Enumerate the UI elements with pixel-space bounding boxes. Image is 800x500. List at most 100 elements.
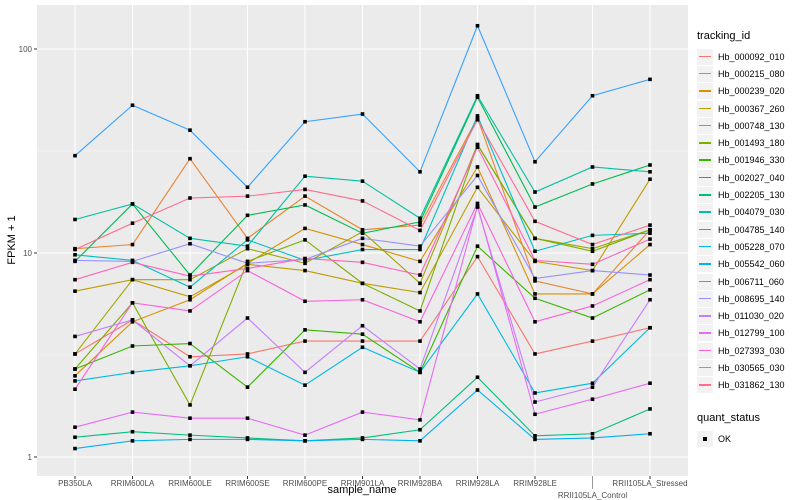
- data-point: [418, 220, 422, 224]
- data-point: [188, 274, 192, 278]
- data-point: [73, 252, 77, 257]
- line-key-icon: [697, 48, 713, 65]
- data-point: [418, 281, 422, 286]
- data-point: [360, 281, 365, 286]
- line-key-icon: [697, 273, 713, 290]
- data-point: [130, 221, 135, 225]
- data-point: [533, 400, 537, 404]
- line-key-icon: [697, 152, 713, 169]
- data-point: [73, 247, 77, 252]
- legend-item-ok: OK: [697, 430, 785, 447]
- data-point: [533, 319, 537, 324]
- data-point: [245, 244, 250, 248]
- data-point: [73, 334, 77, 339]
- data-point: [590, 93, 595, 98]
- shape-legend: quant_status OK: [697, 412, 785, 447]
- x-tick-label: RRIM600SE: [225, 479, 269, 488]
- data-point: [188, 297, 192, 302]
- legend-item: Hb_000215_080: [697, 65, 785, 82]
- legend-label: Hb_000367_260: [718, 103, 785, 114]
- legend-item: Hb_004079_030: [697, 204, 785, 221]
- line-key-icon: [697, 187, 713, 204]
- legend-item: Hb_002205_130: [697, 186, 785, 204]
- legend-label: Hb_031862_130: [718, 380, 785, 391]
- data-point: [130, 103, 135, 108]
- y-axis-title: FPKM + 1: [6, 215, 18, 264]
- data-point: [360, 199, 365, 203]
- line-key-icon: [697, 325, 713, 342]
- data-point: [360, 410, 365, 414]
- legend-item: Hb_000748_130: [697, 117, 785, 134]
- x-tick-label: RRII105LA_Stressed: [612, 479, 687, 488]
- data-point: [418, 370, 422, 375]
- data-point: [418, 223, 422, 227]
- data-point: [475, 375, 480, 380]
- data-point: [360, 339, 365, 343]
- data-point: [73, 258, 77, 263]
- data-point: [648, 223, 652, 227]
- y-axis: 1 10 100: [19, 45, 37, 462]
- data-point: [303, 226, 307, 231]
- data-point: [303, 328, 307, 332]
- data-point: [533, 159, 537, 164]
- data-point: [188, 156, 192, 161]
- data-point: [303, 268, 307, 273]
- legend-label: Hb_000748_130: [718, 120, 785, 131]
- data-point: [73, 387, 77, 391]
- data-point: [418, 259, 422, 264]
- data-point: [245, 259, 250, 264]
- data-point: [475, 173, 480, 178]
- data-point: [533, 296, 537, 301]
- legend-item: Hb_001946_330: [697, 152, 785, 169]
- data-point: [360, 297, 365, 302]
- data-point: [648, 177, 652, 182]
- data-point: [360, 242, 365, 247]
- line-key-icon: [697, 83, 713, 100]
- data-point: [533, 279, 537, 283]
- data-point: [475, 93, 480, 98]
- legend-label: Hb_012799_100: [718, 328, 785, 339]
- legend-item: Hb_005542_060: [697, 256, 785, 273]
- legend-title: tracking_id: [697, 30, 751, 42]
- data-point: [245, 316, 250, 320]
- data-point: [188, 354, 192, 359]
- legend-item: Hb_030565_030: [697, 359, 785, 376]
- data-point: [303, 256, 307, 261]
- data-point: [360, 231, 365, 236]
- x-axis-title: sample_name: [327, 484, 396, 496]
- data-point: [303, 299, 307, 304]
- data-point: [245, 261, 250, 266]
- data-point: [303, 194, 307, 198]
- data-point: [73, 374, 77, 378]
- data-point: [303, 187, 307, 192]
- legend-item: Hb_004785_140: [697, 221, 785, 238]
- data-point: [590, 165, 595, 169]
- data-point: [418, 244, 422, 248]
- data-point: [73, 289, 77, 293]
- data-point: [475, 115, 480, 120]
- data-point: [533, 391, 537, 395]
- legend-item: Hb_011030_020: [697, 307, 785, 325]
- data-point: [533, 219, 537, 224]
- line-key-icon: [697, 308, 713, 325]
- data-point: [475, 388, 480, 392]
- line-key-icon: [697, 342, 713, 359]
- data-point: [533, 437, 537, 442]
- data-point: [648, 288, 652, 292]
- line-key-icon: [697, 204, 713, 221]
- data-point: [130, 202, 135, 206]
- data-point: [418, 319, 422, 324]
- data-point: [648, 431, 652, 436]
- data-point: [475, 204, 480, 208]
- data-point: [590, 268, 595, 273]
- data-point: [130, 277, 135, 282]
- data-point: [73, 352, 77, 356]
- legend-label: Hb_030565_030: [718, 362, 785, 373]
- data-point: [590, 262, 595, 267]
- data-point: [648, 242, 652, 247]
- x-tick-label: RRIM600LA: [111, 479, 155, 488]
- data-point: [590, 292, 595, 296]
- data-point: [245, 437, 250, 442]
- data-point: [130, 242, 135, 247]
- data-point: [360, 247, 365, 252]
